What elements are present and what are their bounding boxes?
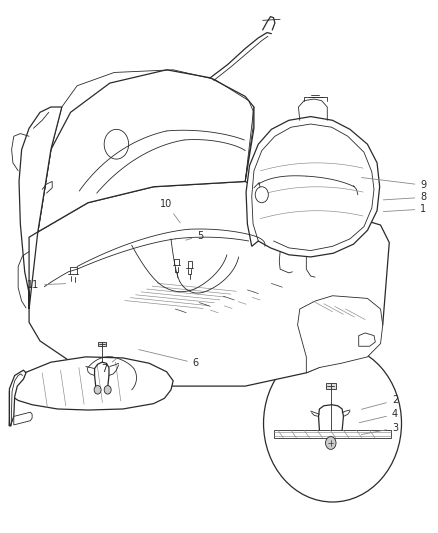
- Circle shape: [94, 385, 101, 394]
- Text: 3: 3: [361, 423, 398, 434]
- Polygon shape: [297, 296, 383, 373]
- Circle shape: [104, 130, 129, 159]
- Polygon shape: [325, 383, 336, 389]
- Polygon shape: [98, 342, 106, 346]
- Polygon shape: [246, 117, 380, 257]
- Circle shape: [325, 437, 336, 449]
- Text: 7: 7: [101, 359, 117, 374]
- Polygon shape: [10, 370, 26, 426]
- Circle shape: [255, 187, 268, 203]
- Text: 8: 8: [383, 192, 426, 203]
- Text: 10: 10: [160, 199, 180, 223]
- Polygon shape: [14, 412, 32, 425]
- Text: 1: 1: [383, 204, 426, 214]
- Polygon shape: [10, 357, 173, 426]
- Polygon shape: [29, 181, 389, 386]
- Text: 11: 11: [27, 280, 66, 290]
- Text: 9: 9: [361, 177, 426, 190]
- Polygon shape: [38, 70, 254, 232]
- Polygon shape: [359, 333, 375, 346]
- Text: 6: 6: [139, 350, 199, 368]
- Circle shape: [104, 385, 111, 394]
- Ellipse shape: [264, 345, 402, 502]
- Text: 2: 2: [361, 395, 398, 409]
- Polygon shape: [19, 107, 62, 309]
- Text: 5: 5: [186, 231, 203, 241]
- Text: 4: 4: [359, 409, 398, 423]
- Polygon shape: [274, 430, 392, 438]
